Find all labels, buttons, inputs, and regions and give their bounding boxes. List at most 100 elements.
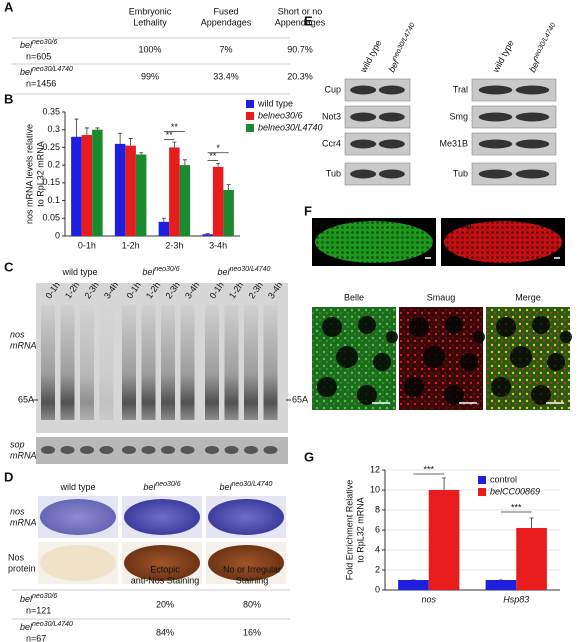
- error-bar: [529, 517, 534, 528]
- x-tick-label: 1-2h: [122, 240, 140, 250]
- blot: [344, 132, 411, 156]
- sop-band: [205, 446, 219, 454]
- column-label: wild type: [59, 482, 95, 492]
- legend-label: wild type: [257, 98, 293, 108]
- bar: [202, 234, 213, 236]
- blot-band: [378, 85, 405, 95]
- table-header: Embryonic: [129, 6, 172, 16]
- row-label: nos: [10, 329, 25, 339]
- sample-size: n=121: [26, 605, 51, 615]
- sample-size: n=67: [26, 633, 46, 642]
- row-label: sop: [10, 439, 25, 449]
- nucleus-hole: [531, 385, 551, 405]
- significance-label: ***: [511, 502, 522, 512]
- lane-smear: [80, 305, 94, 420]
- table-header: Appendages: [201, 17, 252, 27]
- blot: [471, 132, 557, 156]
- nucleus-hole: [322, 317, 342, 337]
- blot-band: [350, 169, 377, 179]
- genotype-sup: neo30/L4740: [532, 22, 557, 61]
- table-cell: 90.7%: [287, 44, 313, 54]
- blot-band: [350, 139, 377, 149]
- y-tick-label: 8: [375, 504, 380, 514]
- table-cell: 20%: [156, 599, 174, 609]
- significance-label: ***: [423, 464, 434, 474]
- genotype-base: bel: [20, 40, 33, 50]
- embryo-image: [208, 545, 284, 581]
- significance-label: *: [216, 143, 220, 153]
- column-label: wild type: [490, 38, 516, 74]
- genotype-sup: neo30/6: [32, 39, 57, 46]
- genotype-sup: neo30/6: [154, 266, 179, 273]
- table-header: Short or no: [278, 6, 323, 16]
- row-label: Me31B: [439, 138, 468, 148]
- nucleus-hole: [409, 317, 429, 337]
- bar: [485, 580, 517, 590]
- y-tick-label: 0.15: [42, 177, 60, 187]
- sop-band: [41, 446, 55, 454]
- panel-label: C: [4, 259, 14, 274]
- y-axis-label: nos mRNA levels relative to RpL32 mRNA: [24, 124, 45, 224]
- x-tick-label: 2-3h: [165, 240, 183, 250]
- image-label: Merge: [515, 292, 541, 302]
- x-tick-label: Hsp83: [503, 594, 529, 604]
- legend-swatch: [478, 476, 486, 484]
- y-tick-label: 0: [55, 230, 60, 240]
- panel-label: B: [4, 91, 13, 106]
- y-tick-label: 10: [370, 484, 380, 494]
- bar: [71, 136, 82, 236]
- row-label: mRNA: [10, 450, 37, 460]
- table-header: Ectopic: [150, 564, 180, 574]
- genotype-base: bel: [20, 594, 33, 604]
- embryo-image: [208, 499, 284, 535]
- bar: [125, 145, 136, 236]
- bar: [223, 189, 234, 236]
- sop-band: [161, 446, 175, 454]
- sop-band: [141, 446, 156, 454]
- column-label: belneo30/L4740: [385, 22, 420, 74]
- blot-band: [350, 85, 377, 95]
- blot: [471, 78, 557, 102]
- y-tick-label: 0.25: [42, 142, 60, 152]
- error-bar: [442, 477, 447, 490]
- legend-swatch: [246, 100, 254, 108]
- panel-label: F: [304, 203, 312, 218]
- blot-band: [515, 112, 550, 122]
- nucleus-hole: [336, 346, 358, 368]
- lane-smear: [141, 305, 156, 420]
- lane-group-label: belneo30/6: [142, 266, 179, 278]
- blot: [471, 105, 557, 129]
- blot-band: [478, 112, 513, 122]
- column-label-wrap: belneo30/L4740: [528, 22, 558, 74]
- column-label: belneo30/6: [143, 481, 180, 493]
- error-bar: [128, 138, 133, 146]
- error-bar: [161, 217, 166, 222]
- row-label: Tub: [326, 168, 341, 178]
- y-tick-label: 6: [375, 524, 380, 534]
- genotype-base: bel: [218, 267, 231, 277]
- sop-band: [80, 446, 94, 454]
- nucleus-hole: [445, 316, 463, 334]
- blot: [344, 162, 411, 186]
- lane-smear: [205, 305, 219, 420]
- nucleus-hole: [386, 331, 398, 343]
- genotype-base: bel: [220, 482, 233, 492]
- blot: [344, 78, 411, 102]
- legend-label: belneo30/6: [258, 110, 303, 120]
- legend-label: belCC00869: [490, 486, 540, 496]
- y-tick-label: 0: [375, 584, 380, 594]
- image-label: Belle: [344, 292, 364, 302]
- row-label: Not3: [322, 111, 341, 121]
- legend-swatch: [246, 112, 254, 120]
- lane-smear: [180, 305, 195, 420]
- table-cell: 100%: [138, 44, 161, 54]
- blot: [471, 162, 557, 186]
- blot: [344, 105, 411, 129]
- table-cell: 80%: [243, 599, 261, 609]
- row-label: Nos: [8, 552, 25, 562]
- error-bar: [74, 118, 79, 137]
- y-axis-label-line: Fold Enrichment Relative: [344, 480, 354, 581]
- error-bar: [205, 233, 210, 235]
- embryo-stain: [315, 221, 433, 263]
- sop-band: [244, 446, 258, 454]
